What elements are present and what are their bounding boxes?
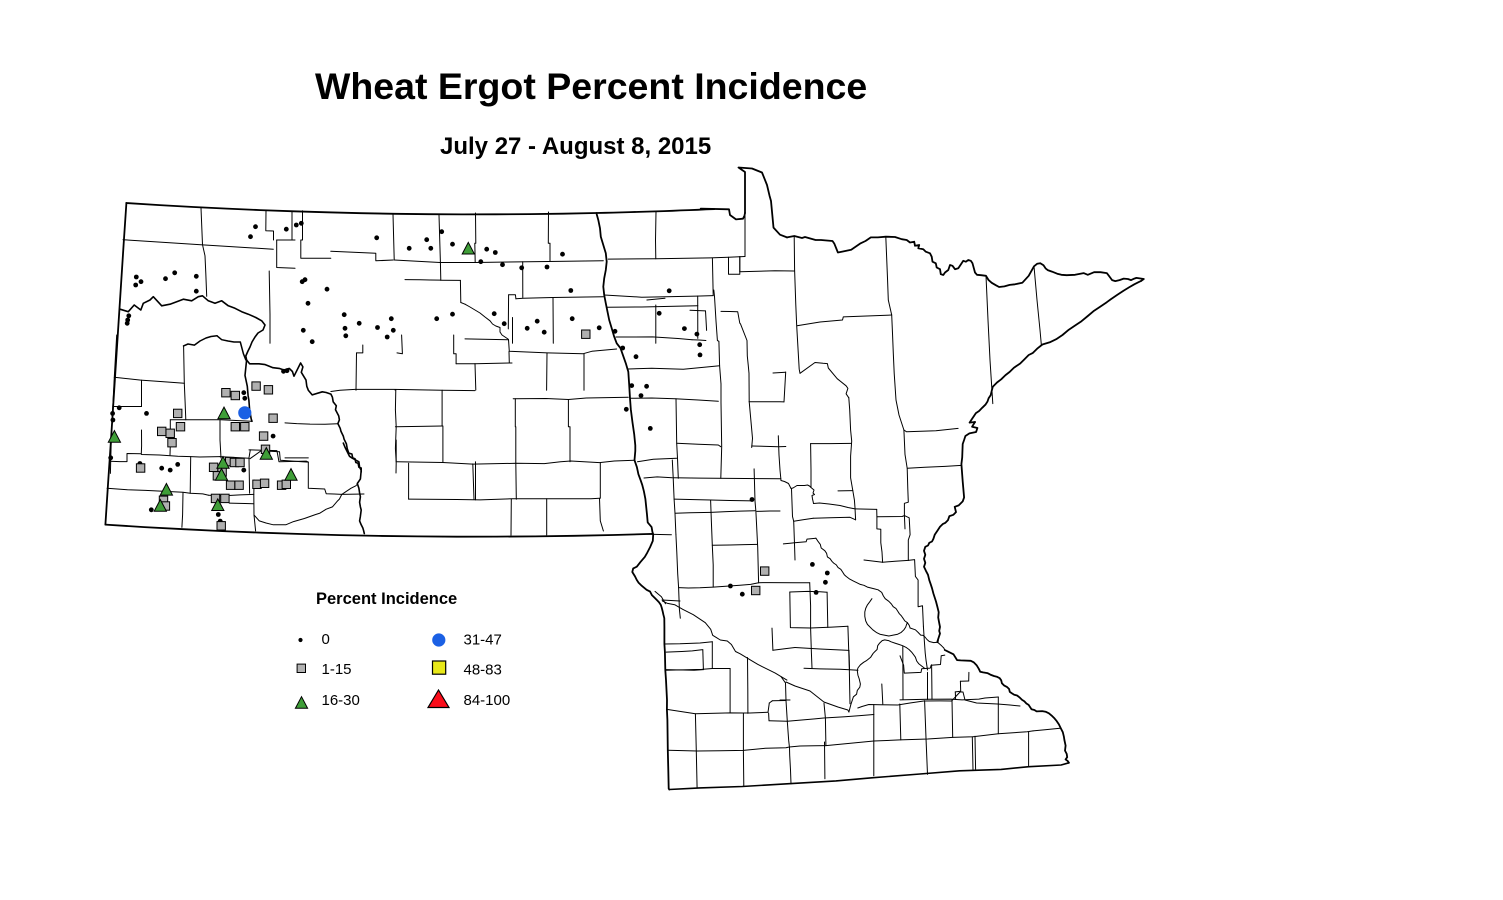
svg-text:84-100: 84-100 bbox=[464, 692, 511, 709]
svg-text:31-47: 31-47 bbox=[464, 632, 502, 649]
svg-text:48-83: 48-83 bbox=[464, 662, 502, 679]
svg-text:Percent Incidence: Percent Incidence bbox=[316, 590, 457, 608]
svg-text:1-15: 1-15 bbox=[322, 661, 352, 678]
svg-text:16-30: 16-30 bbox=[322, 692, 360, 709]
svg-text:0: 0 bbox=[322, 631, 330, 648]
